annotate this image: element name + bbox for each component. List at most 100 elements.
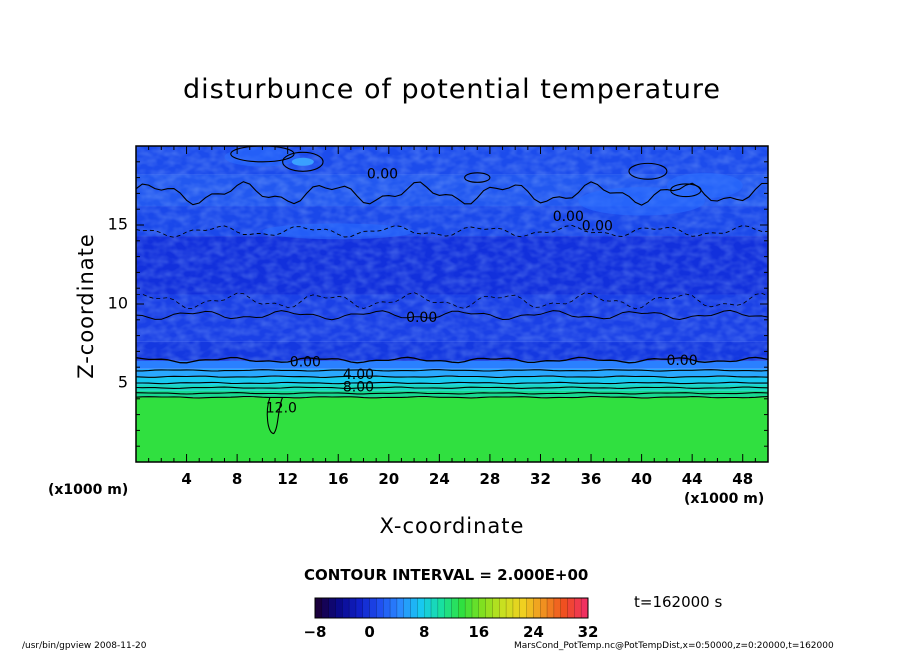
contour-line [136, 356, 768, 364]
x-tick-label: 28 [479, 470, 500, 488]
x-tick-label: 16 [328, 470, 349, 488]
x-tick-label: 12 [277, 470, 298, 488]
colorbar-cell [519, 598, 528, 618]
x-tick-label: 32 [530, 470, 551, 488]
contour-line [136, 375, 768, 378]
footer-program: /usr/bin/gpview 2008-11-20 [22, 641, 147, 651]
x-tick-label: 8 [232, 470, 242, 488]
footer-source: MarsCond_PotTemp.nc@PotTempDist,x=0:5000… [514, 641, 834, 651]
colorbar-cell [342, 598, 350, 618]
x-tick-label: 40 [631, 470, 652, 488]
contour-line [136, 386, 768, 389]
contour-line [136, 181, 768, 206]
colorbar-cell [362, 598, 371, 618]
y-tick-label: 5 [118, 373, 128, 392]
y-tick-label: 15 [108, 215, 128, 234]
colorbar-cell [478, 598, 487, 618]
field-band [136, 384, 768, 391]
colorbar-cell [581, 598, 589, 618]
colorbar-cell [396, 598, 405, 618]
contour-line [464, 172, 491, 183]
contour-line [136, 369, 768, 372]
colorbar-cell [533, 598, 541, 618]
colorbar-cell [574, 598, 582, 618]
contour-label: 4.00 [343, 367, 374, 383]
x-tick-label: 48 [732, 470, 753, 488]
field-patch [224, 147, 301, 167]
contour-line [628, 162, 668, 180]
colorbar-cell [492, 598, 500, 618]
colorbar-tick-label: 16 [468, 623, 489, 641]
colorbar-tick-label: 0 [364, 623, 374, 641]
contour-line [136, 381, 768, 385]
colorbar-cell [465, 598, 473, 618]
contour-line [266, 396, 284, 435]
colorbar-cell [390, 598, 398, 618]
colorbar-cell [321, 598, 330, 618]
contour-label: 8.00 [343, 380, 374, 396]
time-stamp: t=162000 s [634, 593, 723, 611]
colorbar-cell [424, 598, 432, 618]
colorbar-cell [567, 598, 575, 618]
colorbar-cell [417, 598, 425, 618]
x-tick-label: 36 [581, 470, 602, 488]
contour-label: 0.00 [367, 166, 398, 182]
contour-line [282, 151, 324, 172]
field-texture [136, 146, 768, 361]
colorbar-tick-label: 24 [523, 623, 544, 641]
colorbar-tick-label: −8 [303, 623, 326, 641]
colorbar-tick-label: 32 [578, 623, 599, 641]
contour-line [136, 395, 768, 399]
contour-label: 12.0 [266, 400, 297, 416]
y-tick-label: 10 [108, 294, 128, 313]
contour-label: 0.00 [406, 310, 437, 326]
contour-line [136, 225, 768, 238]
colorbar-tick-label: 8 [419, 623, 429, 641]
contour-interval: CONTOUR INTERVAL = 2.000E+00 [304, 566, 589, 584]
contour-line [136, 309, 768, 321]
colorbar-cell [383, 598, 391, 618]
colorbar-cell [315, 598, 323, 618]
colorbar-cell [437, 598, 446, 618]
colorbar-cell [328, 598, 336, 618]
colorbar-cell [560, 598, 569, 618]
contour-label: 0.00 [290, 354, 321, 370]
colorbar-cell [376, 598, 384, 618]
contour-label: 0.00 [582, 219, 613, 235]
colorbar-cell [506, 598, 514, 618]
colorbar-cell [499, 598, 507, 618]
colorbar-cell [485, 598, 493, 618]
field-band [136, 360, 768, 369]
colorbar-cell [458, 598, 466, 618]
x-tick-label: 20 [378, 470, 399, 488]
colorbar-cell [444, 598, 452, 618]
x-tick-label: 4 [181, 470, 191, 488]
colorbar-cell [403, 598, 412, 618]
x-unit-left: (x1000 m) [48, 482, 129, 498]
colorbar: −8 0 8 16 24 32 [303, 597, 599, 641]
x-tick-label: 24 [429, 470, 450, 488]
x-tick-label: 44 [682, 470, 703, 488]
colorbar-cell [335, 598, 343, 618]
contour-line [136, 392, 768, 395]
field-patch [666, 172, 743, 199]
colorbar-cell [526, 598, 534, 618]
field-band [136, 376, 768, 385]
contour-line [136, 292, 768, 310]
x-axis-label: X-coordinate [379, 514, 525, 538]
colorbar-frame [314, 597, 589, 619]
field-band [136, 368, 768, 377]
field-band [136, 397, 768, 462]
chart-title: disturbunce of potential temperature [183, 74, 721, 105]
contour-lines [136, 146, 768, 435]
contour-label: 0.00 [553, 209, 584, 225]
colorbar-cell [431, 598, 439, 618]
contour-line [670, 183, 702, 198]
x-axis: 4 8 12 16 20 24 28 32 36 40 44 48 [148, 146, 756, 488]
colorbar-cell [369, 598, 377, 618]
x-unit-right: (x1000 m) [684, 491, 765, 507]
field-patch [291, 157, 314, 166]
colorbar-cell [355, 598, 364, 618]
